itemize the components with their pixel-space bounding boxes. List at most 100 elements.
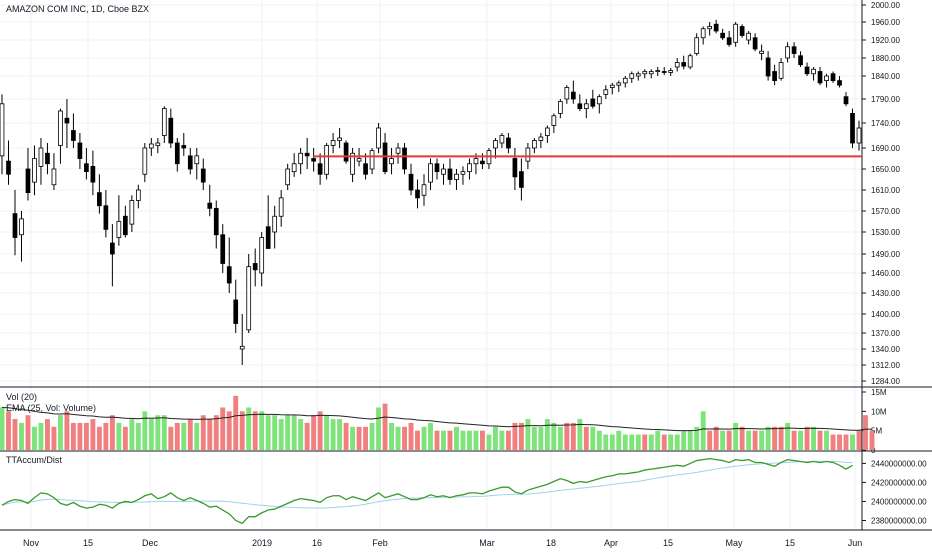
y-tick-label: 2000.00 xyxy=(871,1,900,10)
y-tick-label: 1400.00 xyxy=(871,310,900,319)
volume-bar xyxy=(772,426,778,450)
candle xyxy=(174,142,180,165)
volume-bar xyxy=(512,422,518,450)
volume-bar xyxy=(330,419,336,450)
volume-bar xyxy=(661,434,667,450)
volume-bar xyxy=(700,411,706,450)
candle xyxy=(330,140,336,146)
volume-bar xyxy=(856,430,862,450)
candle xyxy=(135,189,141,201)
candle xyxy=(103,205,109,230)
ad-tick-label: 2400000000.00 xyxy=(871,497,927,506)
volume-bar xyxy=(252,411,258,450)
candle xyxy=(343,142,349,162)
vol-tick-label: 10M xyxy=(871,407,887,416)
y-tick-label: 1690.00 xyxy=(871,144,900,153)
volume-bar xyxy=(402,426,407,450)
candle xyxy=(473,158,479,165)
volume-bar xyxy=(811,426,817,450)
volume-bar xyxy=(609,434,615,450)
volume-bar xyxy=(298,419,304,450)
volume-bar xyxy=(486,434,492,450)
volume-bar xyxy=(168,426,174,450)
volume-bar xyxy=(96,426,102,450)
volume-bar xyxy=(850,434,855,450)
volume-bar xyxy=(317,411,323,450)
volume-bar xyxy=(77,422,83,450)
candle xyxy=(0,103,5,157)
candle xyxy=(506,137,511,149)
volume-bar xyxy=(616,430,622,450)
ad-moving-average xyxy=(1,460,853,509)
volume-bar xyxy=(233,395,239,450)
volume-bar xyxy=(239,411,245,450)
volume-bar xyxy=(70,422,76,450)
candle xyxy=(752,37,758,50)
volume-bar xyxy=(343,422,349,450)
volume-bar xyxy=(246,407,252,450)
volume-bar xyxy=(382,403,388,450)
volume-bar xyxy=(596,430,602,450)
x-tick-label: Jun xyxy=(848,538,863,548)
candle xyxy=(545,127,550,136)
candle xyxy=(791,46,797,54)
volume-bar xyxy=(798,430,804,450)
volume-bar xyxy=(460,430,466,450)
volume-bar xyxy=(863,415,868,450)
volume-ema-line xyxy=(1,406,872,432)
y-tick-label: 1490.00 xyxy=(871,250,900,259)
candle xyxy=(765,57,771,77)
candle xyxy=(590,98,596,107)
candle xyxy=(629,73,635,79)
volume-bar xyxy=(655,430,661,450)
volume-bar xyxy=(116,422,122,450)
volume-bar xyxy=(259,411,265,450)
x-tick-label: May xyxy=(725,538,743,548)
candle xyxy=(25,168,31,194)
volume-bar xyxy=(428,422,433,450)
candle xyxy=(389,158,394,165)
x-tick-label: 15 xyxy=(663,538,673,548)
x-tick-label: 2019 xyxy=(252,538,272,548)
candle xyxy=(181,145,187,149)
candle xyxy=(32,158,37,183)
candle xyxy=(454,173,459,180)
candle xyxy=(850,113,855,144)
volume-bar xyxy=(44,419,50,450)
x-tick-label: 16 xyxy=(312,538,322,548)
volume-bar xyxy=(843,434,849,450)
candle xyxy=(337,137,342,141)
candle xyxy=(687,55,693,68)
candle xyxy=(220,234,226,264)
candle xyxy=(71,130,76,141)
candle xyxy=(84,163,89,173)
candle xyxy=(116,221,122,238)
candle xyxy=(51,168,57,186)
candle xyxy=(713,23,719,32)
candle xyxy=(187,155,193,170)
y-tick-label: 1570.00 xyxy=(871,207,900,216)
volume-bar xyxy=(304,422,310,450)
volume-bar xyxy=(441,430,446,450)
volume-bar xyxy=(726,430,732,450)
volume-bar xyxy=(733,422,739,450)
candle xyxy=(90,165,96,183)
candle xyxy=(583,103,589,110)
candle xyxy=(110,242,115,255)
volume-bar xyxy=(837,434,842,450)
volume-bar xyxy=(161,415,167,450)
volume-bar xyxy=(538,426,544,450)
volume-bar xyxy=(278,419,284,450)
volume-bar xyxy=(285,415,291,450)
candle xyxy=(837,80,842,86)
candle xyxy=(64,117,70,124)
candle xyxy=(161,108,167,136)
candle xyxy=(467,163,472,173)
ema-label: EMA (25, Vol: Volume) xyxy=(6,403,97,413)
volume-bar xyxy=(681,430,687,450)
volume-bar xyxy=(19,422,24,450)
volume-bar xyxy=(635,434,641,450)
candle xyxy=(324,145,329,175)
